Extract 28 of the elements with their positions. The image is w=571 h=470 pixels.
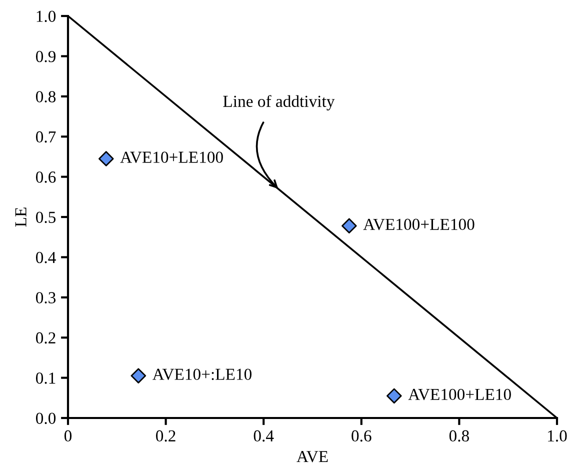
annotation: AVE100+LE10: [408, 388, 511, 400]
annotation: AVE10+:LE10: [152, 368, 252, 380]
x-tick-label: 0.2: [156, 430, 176, 442]
x-tick-label: 1.0: [548, 430, 567, 442]
y-tick-label: 0.7: [36, 131, 56, 143]
point: [98, 151, 114, 166]
point: [342, 218, 357, 234]
annotation: Line of addtivity: [223, 95, 335, 110]
point: [130, 368, 146, 384]
y-tick-label: 0.9: [36, 50, 56, 62]
annotation: AVE10+LE100: [120, 152, 223, 163]
y-tick-label: 1.0: [36, 10, 56, 22]
y-tick-label: 0.0: [36, 412, 56, 424]
x-tick-label: 0.4: [254, 430, 274, 442]
y-tick-label: 0.1: [36, 372, 56, 384]
x-tick-label: 0.6: [352, 430, 372, 442]
y-tick-label: 0.5: [36, 212, 56, 224]
y-tick-label: 0.6: [36, 172, 56, 183]
y-tick-label: 0.8: [36, 91, 56, 102]
annotation: AVE100+LE100: [363, 218, 474, 230]
y-tick-label: 0.4: [36, 252, 56, 264]
y-tick-label: 0.2: [36, 332, 56, 344]
point: [386, 388, 402, 404]
y-tick-label: 0.3: [36, 292, 56, 304]
x-axis-title: AVE: [296, 451, 328, 462]
y-axis-title: LE: [15, 208, 26, 227]
x-tick-label: 0: [64, 430, 72, 442]
x-tick-label: 0.8: [449, 430, 469, 442]
